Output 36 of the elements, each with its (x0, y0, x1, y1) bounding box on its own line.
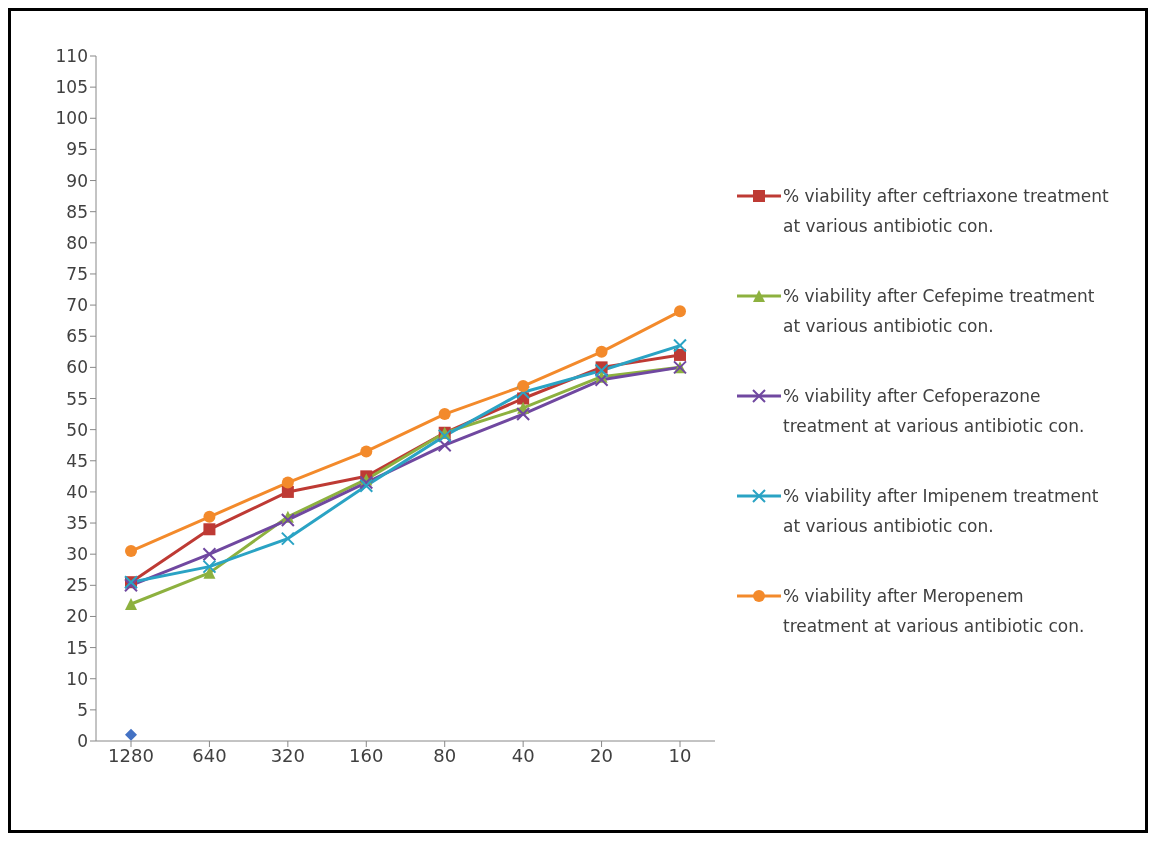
legend-label: % viability after Imipenem treatment at various antibiotic con. (783, 485, 1100, 538)
legend-label: % viability after Cefepime treatment at various antibiotic con. (783, 285, 1096, 338)
x-tick-label: 640 (192, 744, 227, 766)
y-tick-label: 40 (66, 481, 88, 502)
legend-label: % viability after Cefoperazone treatment at various antibiotic con. (783, 385, 1086, 438)
y-tick-label: 15 (66, 637, 88, 658)
y-tick-label: 110 (55, 46, 88, 67)
x-tick-label: 10 (668, 744, 692, 766)
y-tick-label: 75 (66, 263, 88, 284)
y-tick-label: 5 (77, 699, 88, 720)
y-tick-label: 100 (55, 108, 88, 129)
y-tick-label: 55 (66, 388, 88, 409)
y-tick-label: 105 (55, 77, 88, 98)
x-tick-label: 80 (433, 744, 457, 766)
y-tick-label: 50 (66, 419, 88, 440)
legend-label: % viability after ceftriaxone treatment at various antibiotic con. (783, 185, 1110, 238)
y-tick-label: 60 (66, 357, 88, 378)
x-tick-label: 320 (270, 744, 306, 766)
y-tick-label: 25 (66, 575, 88, 596)
x-tick-label: 160 (349, 744, 384, 766)
x-tick-label: 40 (511, 744, 535, 766)
y-tick-label: 0 (77, 731, 88, 752)
y-tick-label: 20 (66, 606, 88, 627)
y-tick-label: 45 (66, 450, 88, 471)
y-tick-label: 70 (66, 295, 88, 316)
x-tick-label: 1280 (108, 744, 154, 766)
y-tick-label: 85 (66, 201, 88, 222)
y-tick-label: 65 (66, 326, 88, 347)
y-tick-label: 10 (66, 668, 88, 689)
x-tick-label: 20 (590, 744, 614, 766)
y-tick-label: 30 (66, 544, 88, 565)
y-tick-label: 80 (66, 232, 88, 253)
legend-label: % viability after Meropenem treatment at various antibiotic con. (783, 585, 1086, 638)
y-tick-label: 90 (66, 170, 88, 191)
y-tick-label: 95 (66, 139, 88, 160)
y-tick-label: 35 (66, 513, 88, 534)
